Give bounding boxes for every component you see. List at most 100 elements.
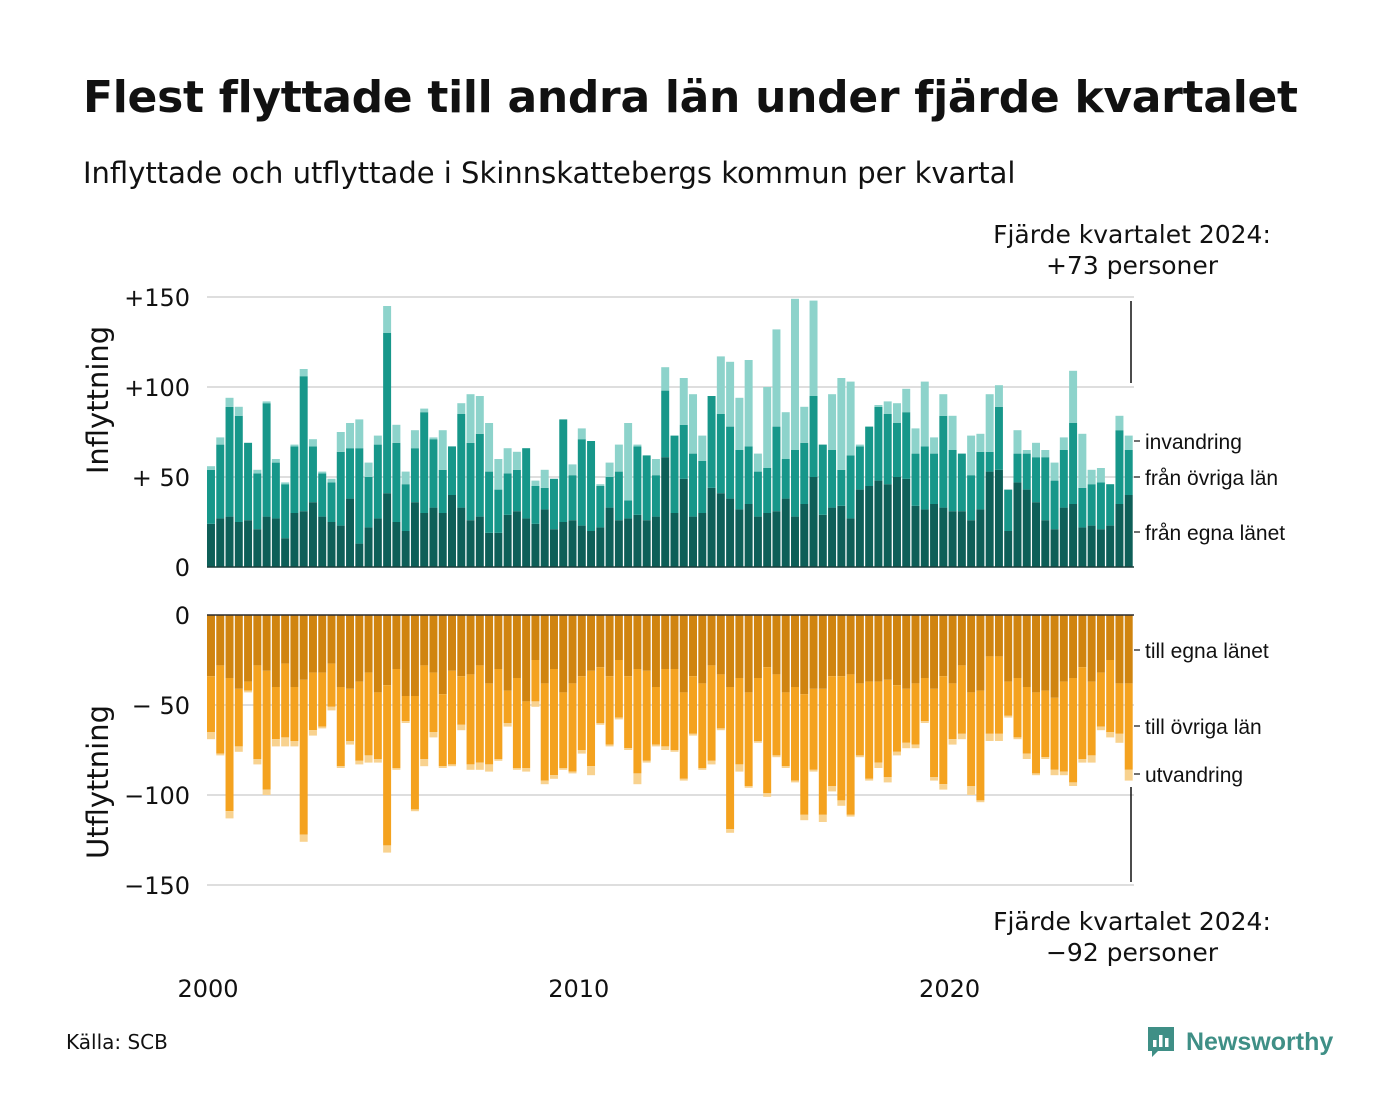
bar-in-ovriga (1106, 484, 1115, 526)
bar-in-ovriga (772, 426, 781, 512)
bar-in-egna (466, 520, 475, 567)
bar-in-invandring (883, 401, 892, 414)
bar-ut-ovriga (466, 674, 475, 765)
bar-ut-ovriga (698, 683, 707, 768)
bar-ut-utvandring (1059, 771, 1068, 776)
bar-ut-ovriga (485, 683, 494, 765)
bar-ut-egna (976, 615, 985, 691)
bar-ut-utvandring (753, 741, 762, 743)
bar-ut-egna (661, 615, 670, 669)
bar-in-ovriga (1078, 487, 1087, 528)
top-y-axis-label: Inflyttning (81, 326, 115, 474)
bar-in-egna (735, 509, 744, 567)
bar-in-ovriga (383, 333, 392, 494)
bar-ut-utvandring (744, 786, 753, 788)
bar-in-egna (985, 471, 994, 567)
bar-in-ovriga (911, 453, 920, 506)
bar-ut-utvandring (290, 741, 299, 747)
axes (207, 301, 1134, 882)
bar-in-egna (1124, 495, 1133, 567)
bar-in-invandring (207, 466, 215, 470)
bar-in-egna (883, 484, 892, 567)
bar-ut-egna (726, 615, 735, 687)
bar-in-invandring (253, 469, 262, 474)
bar-in-invandring (874, 405, 883, 407)
bar-in-invandring (308, 439, 317, 447)
bar-in-ovriga (1115, 430, 1124, 504)
bar-in-invandring (976, 433, 985, 452)
bar-in-egna (522, 518, 531, 567)
bar-ut-ovriga (540, 683, 549, 781)
bar-ut-egna (957, 615, 966, 666)
bar-ut-ovriga (531, 660, 540, 702)
bar-in-ovriga (355, 448, 364, 544)
bar-ut-egna (855, 615, 864, 684)
bar-ut-egna (549, 615, 558, 669)
bar-ut-utvandring (698, 768, 707, 770)
bar-ut-egna (837, 615, 846, 677)
bar-in-egna (383, 493, 392, 567)
bar-in-invandring (994, 385, 1003, 407)
bar-ut-egna (874, 615, 883, 682)
bar-ut-egna (234, 615, 243, 689)
bar-ut-ovriga (559, 692, 568, 768)
bar-in-invandring (457, 403, 466, 414)
bar-in-ovriga (930, 453, 939, 504)
bar-in-ovriga (809, 396, 818, 477)
bar-ut-utvandring (281, 737, 290, 747)
bar-in-ovriga (373, 444, 382, 519)
bar-ut-egna (818, 615, 827, 689)
bar-ut-ovriga (902, 688, 911, 743)
bar-in-egna (540, 509, 549, 567)
bar-ut-egna (930, 615, 939, 689)
source-note: Källa: SCB (66, 1030, 168, 1054)
bar-in-ovriga (485, 471, 494, 533)
bar-in-egna (763, 513, 772, 567)
bar-in-ovriga (216, 444, 225, 519)
bar-in-egna (1050, 529, 1059, 567)
bar-ut-ovriga (967, 692, 976, 786)
bar-ut-utvandring (800, 814, 809, 821)
bar-in-egna (271, 518, 280, 567)
bar-ut-utvandring (883, 777, 892, 783)
bar-ut-ovriga (957, 665, 966, 734)
bar-in-invandring (1032, 442, 1040, 458)
bar-in-egna (234, 522, 243, 567)
bar-ut-ovriga (763, 667, 772, 794)
bar-in-ovriga (939, 415, 948, 508)
bar-ut-egna (216, 615, 225, 666)
bottom-series-label: till egna länet (1145, 640, 1269, 663)
bar-in-ovriga (753, 471, 762, 517)
bar-ut-egna (1004, 615, 1013, 682)
bar-in-ovriga (855, 446, 864, 490)
bar-ut-utvandring (846, 814, 855, 817)
bar-ut-ovriga (800, 694, 809, 815)
bar-in-egna (401, 531, 410, 567)
bar-in-invandring (494, 459, 503, 490)
bottom-annotation-line2: −92 personer (1046, 938, 1219, 967)
bar-in-ovriga (207, 469, 215, 524)
bar-in-egna (707, 487, 716, 567)
bar-in-invandring (1069, 370, 1078, 423)
bar-ut-ovriga (985, 656, 994, 734)
bar-ut-ovriga (503, 690, 512, 723)
top-series-label: från övriga län (1145, 467, 1278, 490)
bar-ut-ovriga (1078, 667, 1087, 759)
bar-ut-ovriga (383, 685, 392, 846)
bar-in-egna (994, 469, 1003, 567)
bar-ut-ovriga (828, 676, 837, 786)
bar-in-ovriga (818, 444, 827, 515)
bar-ut-ovriga (207, 676, 215, 732)
bar-in-ovriga (438, 469, 447, 513)
bar-in-ovriga (253, 473, 262, 530)
bar-ut-utvandring (420, 759, 429, 767)
bar-ut-ovriga (809, 688, 818, 770)
bar-ut-ovriga (1096, 672, 1105, 727)
bar-ut-egna (753, 615, 762, 678)
bar-in-egna (957, 511, 966, 567)
bar-ut-utvandring (216, 753, 225, 756)
bar-in-ovriga (1013, 453, 1022, 483)
bar-ut-egna (281, 615, 290, 664)
bar-ut-utvandring (429, 732, 438, 738)
bar-in-ovriga (466, 442, 475, 521)
